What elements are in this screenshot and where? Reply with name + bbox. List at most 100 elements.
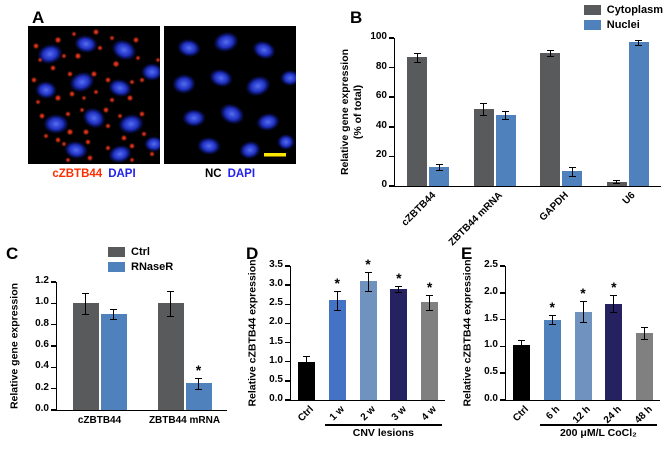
ytick-label: 0.0 — [35, 403, 49, 414]
err-cap — [110, 308, 117, 310]
ytick — [500, 318, 505, 321]
err-cap — [548, 323, 556, 325]
err-line — [551, 315, 553, 324]
bracket-text: CNV lesions — [352, 427, 415, 439]
err-cap — [82, 314, 89, 315]
err-line — [644, 326, 646, 340]
legend-b: Cytoplasm Nuclei — [583, 4, 663, 34]
err-cap — [435, 163, 443, 165]
err-cap — [364, 290, 372, 292]
bar — [628, 42, 649, 186]
ytick — [500, 265, 505, 267]
ytick — [51, 409, 56, 411]
err-cap — [613, 183, 621, 185]
legend-label: Cytoplasm — [606, 4, 663, 16]
err-cap — [641, 326, 649, 328]
panel-e-label: E — [461, 244, 473, 263]
bar — [495, 114, 516, 186]
xlabel: 24 h — [601, 404, 624, 426]
err-cap — [502, 110, 510, 112]
ytick-label: 3.5 — [269, 259, 283, 270]
err-cap — [568, 166, 576, 168]
ytick-label: 2.0 — [269, 316, 283, 328]
err-line — [483, 103, 485, 115]
legend-item: Ctrl — [108, 246, 173, 258]
xlabel: 48 h — [632, 404, 655, 426]
xlabel: Ctrl — [511, 404, 532, 424]
ytick-label: 0.0 — [484, 393, 498, 404]
ytick — [51, 345, 56, 347]
err-line — [571, 166, 573, 176]
bracket-line — [539, 424, 657, 426]
ytick-label: 1.2 — [35, 275, 49, 286]
err-cap — [641, 339, 649, 341]
ytick — [500, 372, 505, 374]
err-cap — [167, 316, 174, 318]
xlabel: ZBTB44 mRNA — [148, 415, 221, 426]
err-line — [416, 52, 418, 62]
err-line — [367, 271, 369, 291]
bar — [100, 314, 127, 410]
xlabel: GAPDH — [537, 190, 572, 224]
err-cap — [395, 285, 403, 287]
err-cap — [435, 169, 443, 171]
panel-d-label: D — [246, 244, 259, 263]
xlabel: 4 w — [420, 404, 440, 424]
bar — [512, 345, 530, 400]
err-cap — [426, 294, 434, 296]
ytick-label: 0.0 — [269, 393, 283, 404]
ytick-label: 2.5 — [269, 297, 283, 309]
bar — [390, 288, 408, 400]
ytick-label: 0.5 — [484, 366, 498, 378]
legend-label: Nuclei — [606, 19, 640, 31]
err-line — [505, 110, 507, 120]
panel-c-label: C — [6, 244, 19, 263]
panel-c: C Ctrl RNaseR Relative gene expression 0.… — [0, 240, 240, 452]
ytick — [500, 292, 505, 294]
chart-plot-b: 0 20 40 60 80 100 cZBTB44 ZBTB44 mRNA GAPDH U6 — [370, 31, 661, 248]
legend-label: Ctrl — [131, 246, 150, 258]
err-cap — [413, 61, 421, 63]
ytick — [51, 302, 56, 305]
err-cap — [82, 292, 89, 294]
ytick-label: 2.5 — [484, 259, 498, 270]
err-cap — [395, 292, 403, 294]
panel-e: E Relative cZBTB44 expression 0.0 0.5 1.0 1… — [455, 240, 671, 452]
scale-bar — [264, 153, 286, 157]
ytick — [389, 66, 394, 69]
sig: * — [580, 284, 586, 301]
caption-dapi-left: DAPI — [108, 168, 136, 180]
ytick — [285, 341, 290, 344]
bar — [359, 281, 377, 400]
bar — [429, 166, 450, 186]
err-line — [549, 49, 551, 56]
bar — [297, 361, 315, 400]
bar — [407, 57, 428, 186]
err-cap — [517, 339, 525, 341]
bar — [562, 171, 583, 186]
err-line — [336, 290, 338, 311]
ytick — [389, 155, 394, 158]
err-cap — [167, 290, 174, 292]
xlabel: 6 h — [543, 404, 562, 422]
ytick-label: 1.5 — [484, 312, 498, 324]
ytick-label: 80 — [375, 60, 387, 72]
nuclei-layer — [172, 31, 300, 160]
ytick-label: 1.0 — [484, 339, 498, 351]
caption-nc: NC — [204, 168, 222, 180]
err-cap — [548, 315, 556, 317]
ytick — [285, 380, 290, 382]
xlabel: 3 w — [389, 404, 409, 424]
err-line — [113, 308, 114, 320]
ytick — [51, 366, 56, 369]
legend-swatch — [108, 247, 125, 257]
bracket-line — [324, 424, 442, 426]
err-line — [520, 339, 522, 351]
ytick-label: 0.5 — [269, 373, 283, 385]
err-cap — [413, 52, 421, 54]
xlabel: 2 w — [358, 404, 378, 424]
err-line — [613, 295, 615, 312]
ytick — [500, 399, 505, 401]
micrograph-nc-dapi — [164, 26, 300, 164]
